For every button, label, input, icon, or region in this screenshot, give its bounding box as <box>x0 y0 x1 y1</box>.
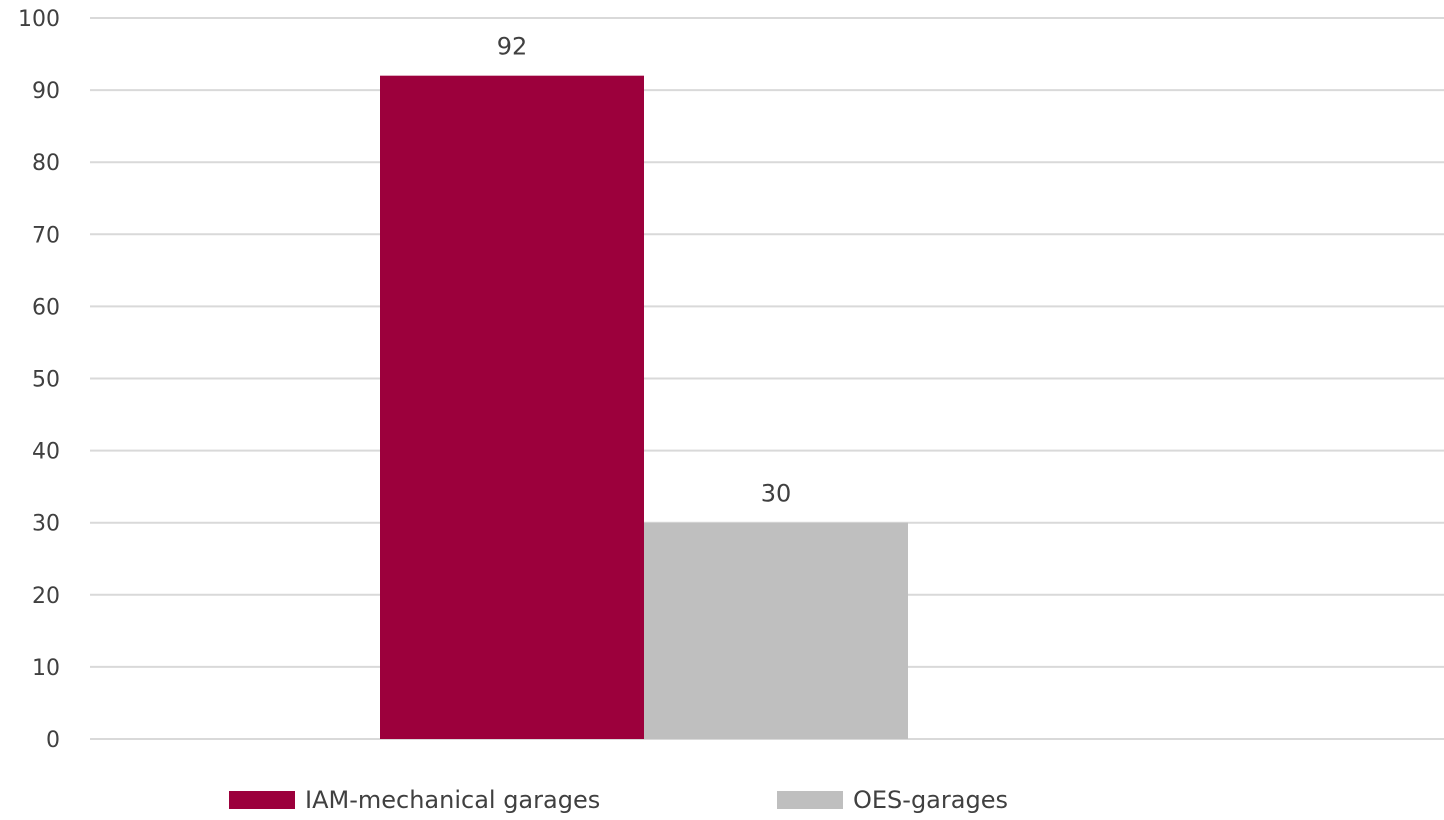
y-axis-tick-labels: 0 10 20 30 40 50 60 70 80 90 100 <box>18 7 60 753</box>
y-tick-label-90: 90 <box>32 79 60 104</box>
y-tick-label-80: 80 <box>32 151 60 176</box>
data-labels: 92 30 <box>497 33 792 508</box>
y-tick-label-10: 10 <box>32 656 60 681</box>
data-label-iam-mechanical-garages: 92 <box>497 33 528 61</box>
gridlines <box>90 17 1444 740</box>
y-tick-label-30: 30 <box>32 512 60 537</box>
bar-oes-garages <box>644 522 908 739</box>
legend-swatch-oes-garages <box>777 791 843 809</box>
bar-iam-mechanical-garages <box>380 75 644 740</box>
legend-label-oes-garages: OES-garages <box>853 786 1008 814</box>
legend-label-iam-mechanical-garages: IAM-mechanical garages <box>305 786 600 814</box>
y-tick-label-100: 100 <box>18 7 60 32</box>
y-tick-label-20: 20 <box>32 584 60 609</box>
legend-swatch-iam-mechanical-garages <box>229 791 295 809</box>
y-tick-label-70: 70 <box>32 223 60 248</box>
bars <box>380 75 908 740</box>
y-tick-label-60: 60 <box>32 295 60 320</box>
legend: IAM-mechanical garages OES-garages <box>229 786 1008 814</box>
data-label-oes-garages: 30 <box>761 480 792 508</box>
y-tick-label-50: 50 <box>32 368 60 393</box>
y-tick-label-40: 40 <box>32 440 60 465</box>
y-tick-label-0: 0 <box>46 728 60 753</box>
